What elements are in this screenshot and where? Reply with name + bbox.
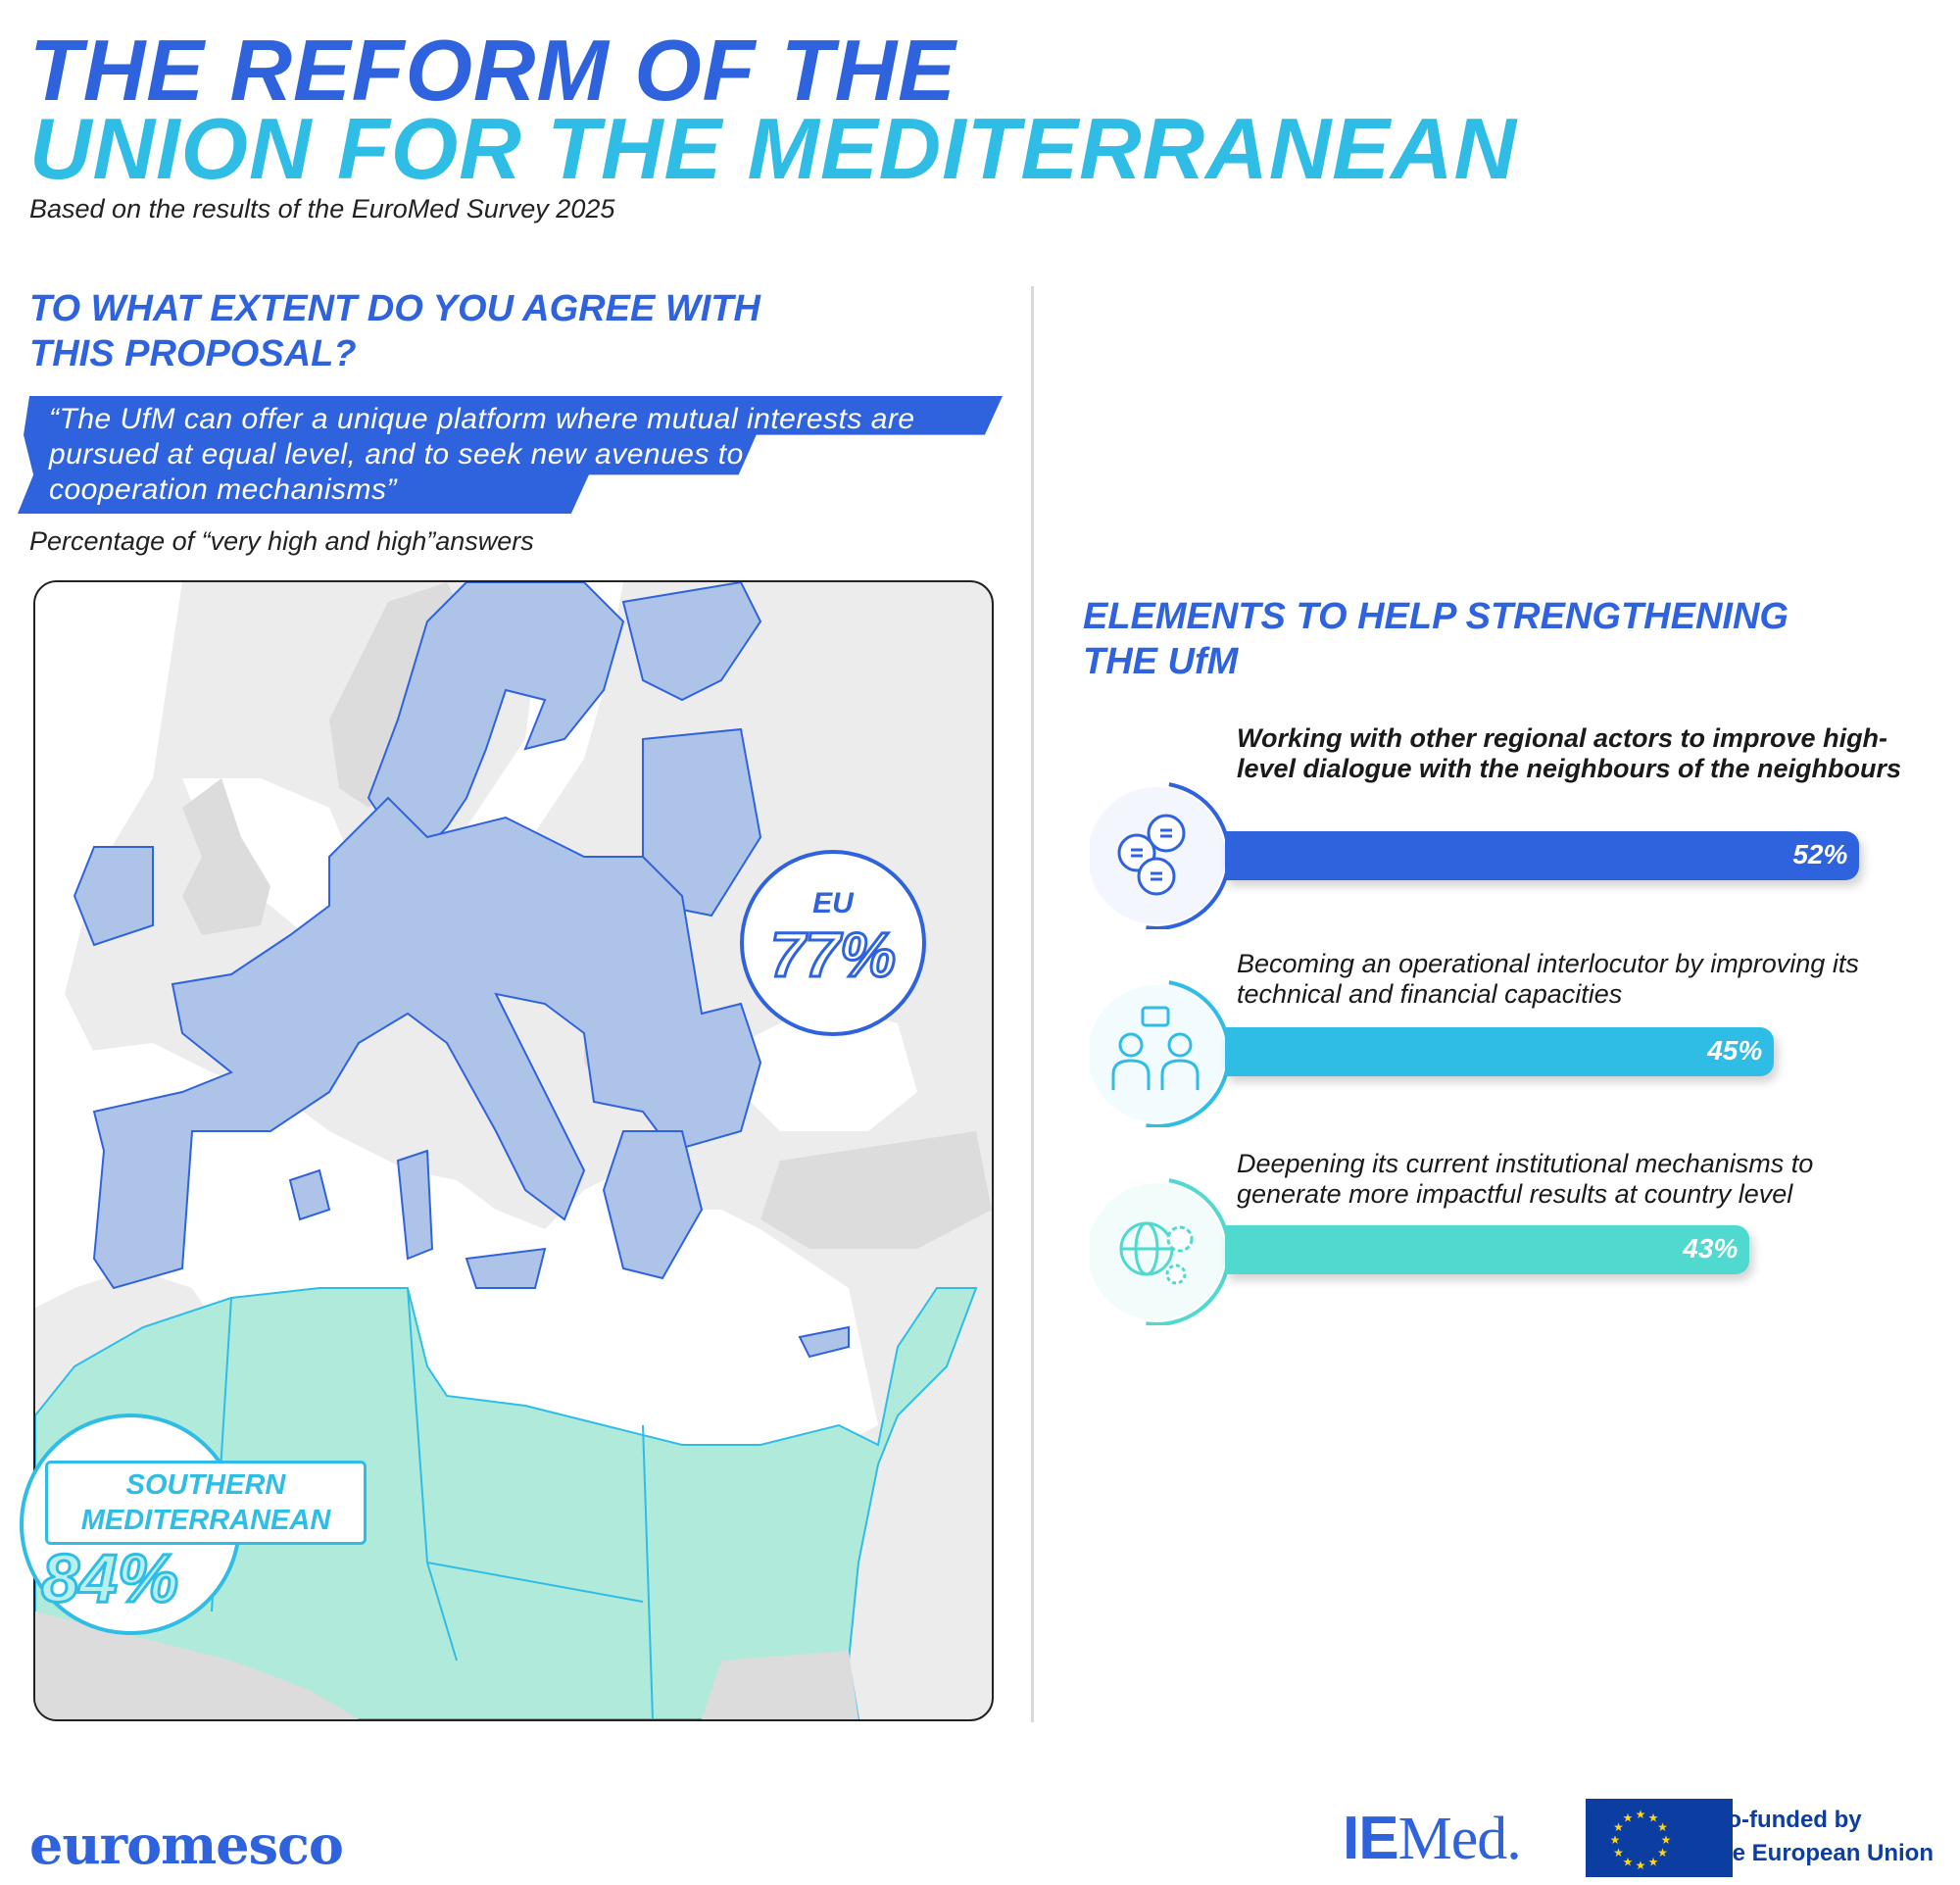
bar-label: Becoming an operational interlocutor by …	[1237, 949, 1859, 1009]
column-divider	[1031, 286, 1034, 1722]
bar-value-label: 52%	[1792, 839, 1848, 869]
southern-med-badge-label: SOUTHERN MEDITERRANEAN	[45, 1461, 367, 1545]
eu-flag-icon: ★ ★ ★ ★ ★ ★ ★ ★ ★ ★ ★ ★	[1586, 1799, 1733, 1877]
bar-label: Working with other regional actors to im…	[1237, 723, 1902, 783]
eu-star: ★	[1657, 1846, 1668, 1860]
eu-star: ★	[1613, 1846, 1624, 1860]
eu-star: ★	[1648, 1856, 1659, 1869]
southern-med-badge-value: 84%	[39, 1539, 179, 1618]
people-talking-icon	[1082, 979, 1237, 1128]
subtitle: Based on the results of the EuroMed Surv…	[29, 194, 615, 223]
eu-star: ★	[1661, 1833, 1672, 1847]
eu-region-shape	[621, 582, 762, 702]
eu-region-shape	[798, 1325, 850, 1359]
bar-label: Deepening its current institutional mech…	[1237, 1149, 1814, 1209]
eu-cofunded-line-1: Co-funded by	[1710, 1807, 1862, 1833]
globe-gears-icon	[1082, 1177, 1237, 1326]
eu-star: ★	[1623, 1856, 1634, 1869]
elements-heading: ELEMENTS TO HELP STRENGTHENING THE UfM	[1083, 596, 1788, 682]
bar-value-label: 43%	[1683, 1233, 1739, 1264]
bar: 52%	[1225, 831, 1860, 880]
uk-land	[182, 778, 270, 935]
title-line-2: UNION FOR THE MEDITERRANEAN	[29, 100, 1518, 197]
eu-region-shape	[465, 1247, 547, 1289]
iemed-logo-med: Med.	[1397, 1806, 1522, 1872]
turkey-land	[760, 1131, 992, 1249]
bar-value-label: 45%	[1707, 1035, 1763, 1066]
sahara-land	[702, 1651, 858, 1719]
eu-star: ★	[1623, 1811, 1634, 1824]
map-svg	[35, 582, 992, 1719]
eu-region-shape	[367, 582, 625, 849]
speech-bubbles-icon	[1082, 781, 1237, 930]
black-sea	[741, 1004, 917, 1131]
eu-region-shape	[602, 1130, 704, 1280]
eu-star: ★	[1636, 1808, 1646, 1821]
bar: 43%	[1225, 1225, 1750, 1274]
atlantic	[35, 582, 182, 1092]
eu-cofunded-line-2: the European Union	[1710, 1840, 1934, 1866]
eu-cofunded-text: Co-funded by the European Union	[1710, 1804, 1934, 1870]
eu-region-shape	[288, 1168, 331, 1221]
bar: 45%	[1225, 1027, 1775, 1076]
euromesco-logo: euromesco	[29, 1813, 344, 1876]
map-frame	[33, 580, 994, 1721]
sahara-land	[35, 1612, 359, 1719]
south-border	[211, 1287, 654, 1719]
eu-star: ★	[1610, 1833, 1621, 1847]
iemed-logo: IEMed.	[1343, 1804, 1522, 1874]
eu-star: ★	[1636, 1859, 1646, 1872]
eu-badge-value: 77%	[768, 919, 897, 991]
question-heading: TO WHAT EXTENT DO YOU AGREE WITH THIS PR…	[29, 288, 760, 374]
eu-region-shape	[92, 796, 762, 1290]
sea-area	[35, 1043, 878, 1474]
eu-star: ★	[1657, 1820, 1668, 1834]
eu-badge-label: EU	[812, 887, 854, 919]
eu-star: ★	[1648, 1811, 1659, 1824]
eu-badge: EU 77%	[740, 850, 926, 1036]
eu-region-shape	[73, 846, 154, 947]
eu-region-shape	[396, 1149, 434, 1261]
eu-star: ★	[1613, 1820, 1624, 1834]
title-line-1: THE REFORM OF THE	[29, 22, 956, 119]
iemed-logo-ie: IE	[1343, 1805, 1399, 1872]
quote-text: “The UfM can offer a unique platform whe…	[49, 403, 981, 506]
percentage-note: Percentage of “very high and high”answer…	[29, 526, 534, 556]
